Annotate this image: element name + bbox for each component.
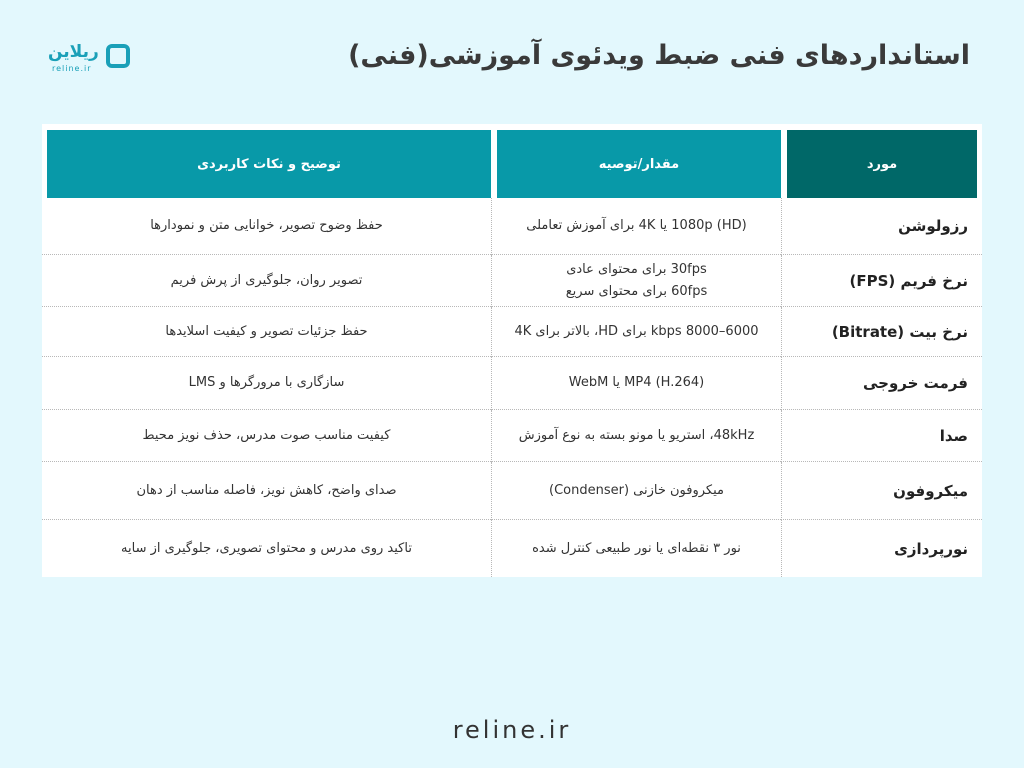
cell-value: نور ۳ نقطه‌ای یا نور طبیعی کنترل شده [491, 520, 781, 577]
cell-item: نرخ فریم (FPS) [781, 255, 982, 307]
cell-note: تصویر روان، جلوگیری از پرش فریم [42, 255, 491, 307]
cell-note: حفظ وضوح تصویر، خوانایی متن و نمودارها [42, 198, 491, 255]
cell-value: 6000–8000 kbps برای HD، بالاتر برای 4K [491, 307, 781, 357]
standards-table: مورد مقدار/توصیه توضیح و نکات کاربردی رز… [42, 124, 982, 577]
cell-value-line1: نور ۳ نقطه‌ای یا نور طبیعی کنترل شده [532, 540, 741, 556]
logo-subtext: reline.ir [52, 64, 92, 73]
table-row: میکروفون میکروفون خازنی (Condenser) صدای… [42, 462, 982, 520]
cell-item: نرخ بیت (Bitrate) [781, 307, 982, 357]
cell-value: MP4 (H.264) یا WebM [491, 357, 781, 410]
table-header-row: مورد مقدار/توصیه توضیح و نکات کاربردی [42, 124, 982, 198]
cell-note: صدای واضح، کاهش نویز، فاصله مناسب از دها… [42, 462, 491, 520]
cell-note: تاکید روی مدرس و محتوای تصویری، جلوگیری … [121, 540, 412, 556]
cell-value: (HD) 1080p یا 4K برای آموزش تعاملی [491, 198, 781, 255]
page-title: استانداردهای فنی ضبط ویدئوی آموزشی(فنی) [348, 40, 970, 71]
cell-value-line1: میکروفون خازنی (Condenser) [548, 482, 724, 498]
cell-item: میکروفون [781, 462, 982, 520]
logo: ریلاین reline.ir [48, 42, 130, 78]
cell-note: کیفیت مناسب صوت مدرس، حذف نویز محیط [42, 410, 491, 462]
table-row: فرمت خروجی MP4 (H.264) یا WebM سازگاری ب… [42, 357, 982, 410]
table-row: نرخ بیت (Bitrate) 6000–8000 kbps برای HD… [42, 307, 982, 357]
table-row: نورپردازی نور ۳ نقطه‌ای یا نور طبیعی کنت… [42, 520, 982, 577]
cell-value-line1: 6000–8000 kbps برای HD، بالاتر برای 4K [514, 323, 759, 339]
cell-value: 30fps برای محتوای عادی 60fps برای محتوای … [491, 255, 781, 307]
cell-item: صدا [781, 410, 982, 462]
cell-value-line1: (HD) 1080p یا 4K برای آموزش تعاملی [526, 218, 747, 233]
header-note: توضیح و نکات کاربردی [42, 124, 491, 198]
cell-value: میکروفون خازنی (Condenser) [491, 462, 781, 520]
table-row: صدا 48kHz، استریو یا مونو بسته به نوع آم… [42, 410, 982, 462]
header-value: مقدار/توصیه [491, 124, 781, 198]
cell-note: سازگاری با مرورگرها و LMS [42, 357, 491, 410]
logo-mark-icon [106, 44, 130, 68]
cell-item: رزولوشن [781, 198, 982, 255]
footer-url: reline.ir [452, 716, 572, 744]
table-row: نرخ فریم (FPS) 30fps برای محتوای عادی 60f… [42, 255, 982, 307]
cell-value-line1: 30fps برای محتوای عادی [566, 261, 707, 277]
logo-wordmark: ریلاین [48, 42, 99, 62]
cell-note: حفظ جزئیات تصویر و کیفیت اسلایدها [42, 307, 491, 357]
header-item: مورد [781, 124, 982, 198]
cell-item: فرمت خروجی [781, 357, 982, 410]
cell-item: نورپردازی [781, 520, 982, 577]
table-row: رزولوشن (HD) 1080p یا 4K برای آموزش تعام… [42, 198, 982, 255]
cell-value-line1: 48kHz، استریو یا مونو بسته به نوع آموزش [518, 427, 755, 443]
cell-value-line2: 60fps برای محتوای سریع [565, 283, 708, 299]
cell-value: 48kHz، استریو یا مونو بسته به نوع آموزش [491, 410, 781, 462]
cell-value-line1: MP4 (H.264) یا WebM [568, 375, 705, 390]
